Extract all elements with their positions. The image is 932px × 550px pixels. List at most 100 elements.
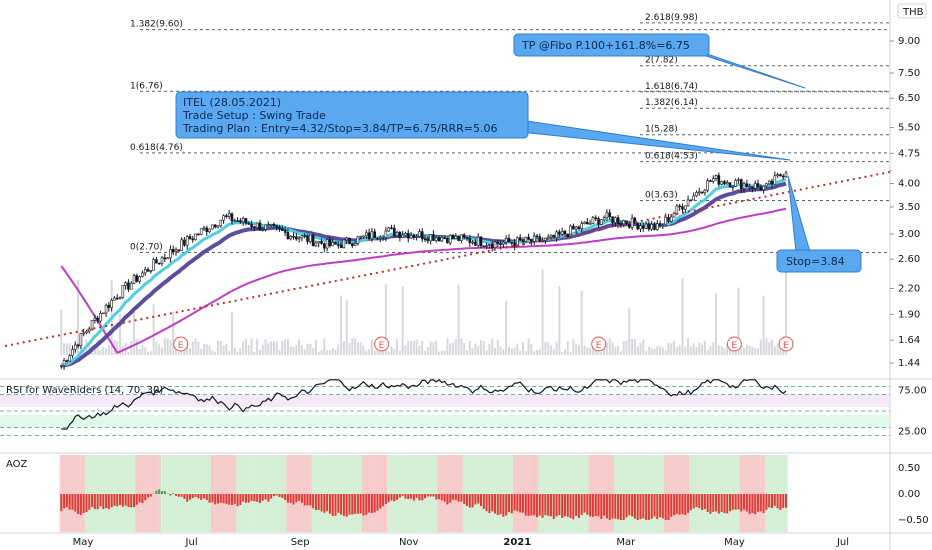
candle-body: [572, 225, 575, 230]
aoz-background: [650, 455, 654, 532]
aoz-background: [773, 455, 777, 532]
candle-body: [591, 217, 595, 224]
candle-body: [678, 205, 681, 208]
aoz-background: [630, 455, 634, 532]
aoz-background: [714, 455, 718, 532]
candle-body: [605, 212, 609, 218]
volume-bar: [348, 342, 351, 355]
aoz-background: [199, 455, 203, 532]
aoz-bar: [706, 494, 709, 513]
aoz-bar: [200, 494, 203, 500]
aoz-bar: [631, 494, 634, 517]
volume-bar: [645, 351, 648, 355]
volume-bar: [549, 345, 552, 355]
aoz-background: [459, 455, 464, 532]
volume-bar: [264, 339, 267, 355]
aoz-bar: [379, 494, 382, 509]
aoz-bar: [712, 494, 715, 512]
aoz-bar: [785, 494, 787, 508]
aoz-bar: [127, 494, 130, 508]
candle-body: [711, 178, 715, 182]
tp-callout[interactable]: TP @Fibo P.100+161.8%=6.75: [513, 33, 806, 89]
candle-body: [507, 237, 511, 243]
earnings-marker[interactable]: [778, 336, 794, 352]
candle-body: [199, 228, 203, 235]
candle-body: [395, 231, 399, 236]
volume-bar: [499, 346, 502, 355]
aoz-background: [490, 455, 494, 532]
aoz-bar: [147, 494, 150, 498]
volume-bar: [740, 343, 743, 355]
volume-bar: [429, 341, 432, 355]
aoz-bar: [93, 494, 96, 510]
candle-body: [289, 235, 293, 240]
aoz-bar: [219, 494, 222, 503]
aoz-bar: [233, 494, 236, 504]
volume-bar: [502, 349, 505, 355]
time-axis: May Jul Sep Nov 2021 Mar May Jul: [73, 537, 849, 548]
aoz-background: [720, 455, 724, 532]
aoz-background: [283, 455, 287, 532]
volume-bar: [191, 341, 194, 355]
aoz-bar: [709, 494, 712, 514]
candle-body: [423, 238, 427, 241]
aoz-bar: [468, 494, 471, 508]
aoz-background: [429, 455, 433, 532]
aoz-background: [540, 455, 545, 532]
aoz-bar: [591, 494, 594, 517]
aoz-background: [403, 455, 408, 532]
volume-bar: [440, 350, 443, 355]
earnings-marker[interactable]: [591, 336, 607, 352]
aoz-background: [149, 455, 153, 532]
aoz-background: [280, 455, 285, 532]
aoz-bar: [292, 494, 295, 505]
volume-bar: [202, 343, 205, 355]
aoz-background: [241, 455, 245, 532]
aoz-bar: [256, 494, 259, 502]
candle-body: [658, 223, 662, 226]
trend-line[interactable]: [4, 171, 891, 347]
time-tick-label: Jul: [836, 537, 849, 548]
aoz-background: [437, 455, 441, 532]
volume-bar: [340, 295, 343, 355]
candle-body: [457, 235, 460, 241]
volume-bar: [323, 338, 326, 355]
aoz-bar: [138, 494, 141, 503]
volume-bar: [583, 345, 586, 355]
aoz-bar: [507, 494, 510, 513]
candle-body: [527, 236, 530, 240]
aoz-bar: [261, 494, 264, 501]
aoz-background: [297, 455, 301, 532]
volume-bar: [611, 342, 614, 355]
aoz-bar: [432, 494, 435, 497]
candle-body: [650, 224, 653, 230]
volume-bar: [460, 338, 463, 355]
time-tick-label: 2021: [503, 537, 531, 548]
aoz-bar: [530, 494, 533, 516]
stop-callout[interactable]: Stop=3.84: [776, 175, 862, 273]
trade-plan-callout[interactable]: ITEL (28.05.2021) Trade Setup : Swing Tr…: [175, 91, 791, 161]
volume-bar: [488, 343, 491, 355]
aoz-bar: [334, 494, 337, 516]
volume-bar: [105, 348, 108, 355]
volume-bar: [779, 344, 782, 355]
aoz-background: [303, 455, 307, 532]
aoz-bar: [757, 494, 760, 512]
earnings-marker[interactable]: [374, 336, 390, 352]
candle-body: [471, 241, 474, 244]
candle-body: [454, 235, 458, 240]
aoz-bar: [337, 494, 340, 513]
earnings-marker[interactable]: [726, 336, 742, 352]
volume-bar: [270, 341, 273, 355]
candle-body: [614, 217, 617, 223]
price-candles: [59, 170, 788, 370]
candle-body: [731, 186, 735, 188]
aoz-background: [177, 455, 181, 532]
aoz-bar: [230, 494, 233, 506]
aoz-bar: [264, 494, 267, 500]
volume-bar: [737, 287, 740, 355]
volume-bar: [258, 349, 261, 355]
earnings-marker[interactable]: [173, 336, 189, 352]
volume-bar: [256, 339, 259, 355]
aoz-background: [311, 455, 315, 532]
